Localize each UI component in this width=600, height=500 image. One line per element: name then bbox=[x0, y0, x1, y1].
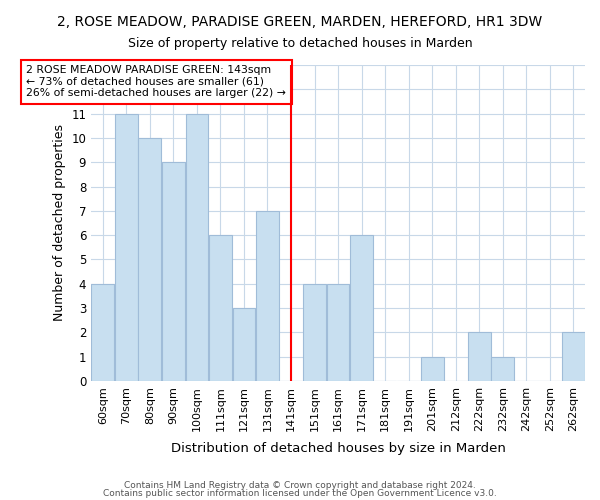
Bar bbox=[115, 114, 138, 381]
X-axis label: Distribution of detached houses by size in Marden: Distribution of detached houses by size … bbox=[170, 442, 505, 455]
Bar bbox=[468, 332, 491, 381]
Bar bbox=[256, 211, 279, 381]
Text: Size of property relative to detached houses in Marden: Size of property relative to detached ho… bbox=[128, 38, 472, 51]
Bar bbox=[209, 235, 232, 381]
Bar bbox=[91, 284, 114, 381]
Bar bbox=[233, 308, 256, 381]
Text: 2 ROSE MEADOW PARADISE GREEN: 143sqm
← 73% of detached houses are smaller (61)
2: 2 ROSE MEADOW PARADISE GREEN: 143sqm ← 7… bbox=[26, 65, 286, 98]
Bar bbox=[562, 332, 584, 381]
Bar bbox=[421, 356, 443, 381]
Text: 2, ROSE MEADOW, PARADISE GREEN, MARDEN, HEREFORD, HR1 3DW: 2, ROSE MEADOW, PARADISE GREEN, MARDEN, … bbox=[58, 15, 542, 29]
Bar bbox=[303, 284, 326, 381]
Text: Contains public sector information licensed under the Open Government Licence v3: Contains public sector information licen… bbox=[103, 489, 497, 498]
Bar bbox=[185, 114, 208, 381]
Bar bbox=[326, 284, 349, 381]
Bar bbox=[350, 235, 373, 381]
Bar bbox=[491, 356, 514, 381]
Text: Contains HM Land Registry data © Crown copyright and database right 2024.: Contains HM Land Registry data © Crown c… bbox=[124, 480, 476, 490]
Bar bbox=[139, 138, 161, 381]
Bar bbox=[162, 162, 185, 381]
Y-axis label: Number of detached properties: Number of detached properties bbox=[53, 124, 65, 322]
